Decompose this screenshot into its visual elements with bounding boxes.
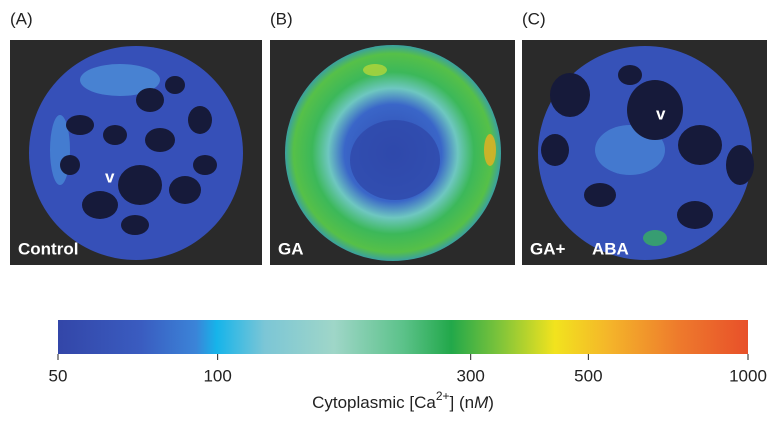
labels: (A) Control v (B) GA (C) GA+ ABA v 50 100 300 500 100…	[10, 9, 767, 412]
panel-c	[522, 40, 767, 265]
label-part: 2+	[436, 389, 450, 403]
panel-label: ABA	[592, 239, 629, 258]
panel-label: GA	[278, 239, 304, 258]
label-part: )	[488, 393, 494, 412]
label-part: Cytoplasmic [Ca	[312, 393, 436, 412]
panel-label: Control	[18, 239, 78, 258]
colorbar	[58, 320, 748, 354]
label-part: ] (n	[450, 393, 475, 412]
label-part: M	[474, 393, 489, 412]
vacuole-marker: v	[656, 104, 666, 123]
tick-label: 300	[457, 366, 485, 385]
tick-label: 1000	[729, 366, 767, 385]
tick-label: 500	[574, 366, 602, 385]
panel-letter: (C)	[522, 9, 546, 28]
tick-label: 100	[203, 366, 231, 385]
colorbar-label: Cytoplasmic [Ca2+] (nM)	[312, 389, 494, 412]
panel-b	[270, 40, 515, 265]
panel-letter: (B)	[270, 9, 293, 28]
panel-letter: (A)	[10, 9, 33, 28]
vacuole-marker: v	[105, 167, 115, 186]
panel-a	[10, 40, 262, 265]
tick-label: 50	[49, 366, 68, 385]
panel-label: GA+	[530, 239, 566, 258]
